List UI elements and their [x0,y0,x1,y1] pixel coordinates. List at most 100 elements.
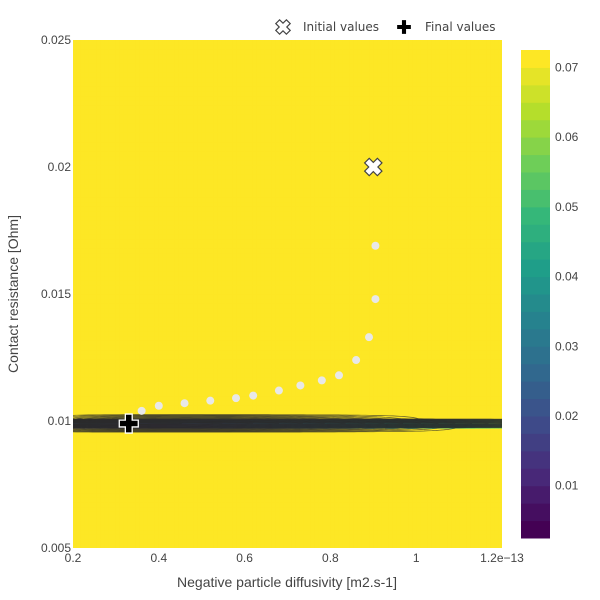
contour-surface[interactable] [73,40,503,549]
contour-cell [396,437,402,443]
contour-cell [381,372,386,378]
contour-cell [330,483,335,489]
contour-cell [127,344,133,351]
contour-cell [275,344,281,351]
contour-cell [486,441,491,447]
contour-cell [416,414,421,420]
contour-cell [494,381,499,387]
contour-cell [427,358,433,364]
contour-cell [369,497,374,503]
contour-cell [486,469,491,475]
contour-cell [158,390,164,397]
contour-cell [119,409,125,415]
contour-cell [279,395,285,401]
contour-cell [494,506,499,512]
contour-cell [470,529,476,535]
contour-cell [299,446,304,452]
contour-cell [271,529,277,535]
contour-cell [439,478,445,484]
contour-cell [361,372,367,378]
contour-cell [369,538,374,544]
contour-cell [240,474,246,480]
contour-cell [279,538,285,544]
contour-cell [412,386,417,392]
contour-cell [104,386,109,392]
contour-cell [147,520,152,526]
contour-cell [396,492,402,498]
contour-cell [377,349,382,355]
contour-cell [408,538,413,544]
contour-cell [474,377,480,383]
contour-cell [404,395,409,401]
contour-cell [353,344,359,351]
contour-cell [482,381,487,387]
contour-cell [490,367,495,374]
contour-cell [80,464,86,471]
contour-cell [264,538,269,544]
contour-cell [162,344,168,351]
contour-cell [470,464,476,471]
contour-cell [408,474,413,480]
contour-cell [154,524,160,531]
contour-cell [186,538,191,544]
contour-cell [147,377,152,383]
contour-cell [338,538,343,544]
contour-cell [205,506,211,512]
contour-cell [490,483,495,489]
contour-cell [303,363,308,369]
contour-cell [271,395,277,401]
contour-cell [225,492,230,498]
contour-cell [447,432,452,438]
contour-cell [330,520,335,526]
contour-cell [307,474,312,480]
contour-cell [108,529,113,535]
contour-cell [170,524,175,531]
contour-cell [193,492,199,498]
contour-cell [494,386,499,392]
contour-cell [260,358,265,364]
contour-cell [244,451,250,457]
contour-cell [287,455,292,461]
contour-cell [229,455,234,461]
contour-cell [147,451,152,457]
contour-cell [494,464,499,471]
contour-cell [232,354,238,360]
contour-cell [147,483,152,489]
contour-cell [396,432,402,438]
contour-cell [299,354,304,360]
contour-cell [416,492,421,498]
contour-cell [451,432,456,438]
contour-cell [346,354,351,360]
contour-cell [424,515,429,521]
contour-cell [377,344,382,351]
contour-cell [201,404,207,411]
contour-cell [388,506,394,512]
contour-cell [338,349,343,355]
contour-cell [373,487,378,494]
contour-cell [490,344,495,351]
contour-cell [287,543,292,548]
contour-cell [119,524,125,531]
contour-cell [275,543,281,548]
contour-cell [470,441,476,447]
contour-cell [100,543,105,548]
contour-cell [353,497,359,503]
contour-cell [330,367,335,374]
contour-cell [119,538,125,544]
contour-cell [143,483,148,489]
contour-cell [412,474,417,480]
contour-cell [494,497,499,503]
contour-cell [334,492,339,498]
contour-cell [143,441,148,447]
contour-cell [420,395,425,401]
contour-cell [213,524,218,531]
contour-cell [174,349,179,355]
contour-cell [396,404,402,411]
contour-cell [474,464,480,471]
contour-cell [283,460,289,466]
contour-cell [119,506,125,512]
contour-cell [190,515,195,521]
contour-cell [291,483,296,489]
contour-cell [443,404,448,411]
contour-cell [264,390,269,397]
